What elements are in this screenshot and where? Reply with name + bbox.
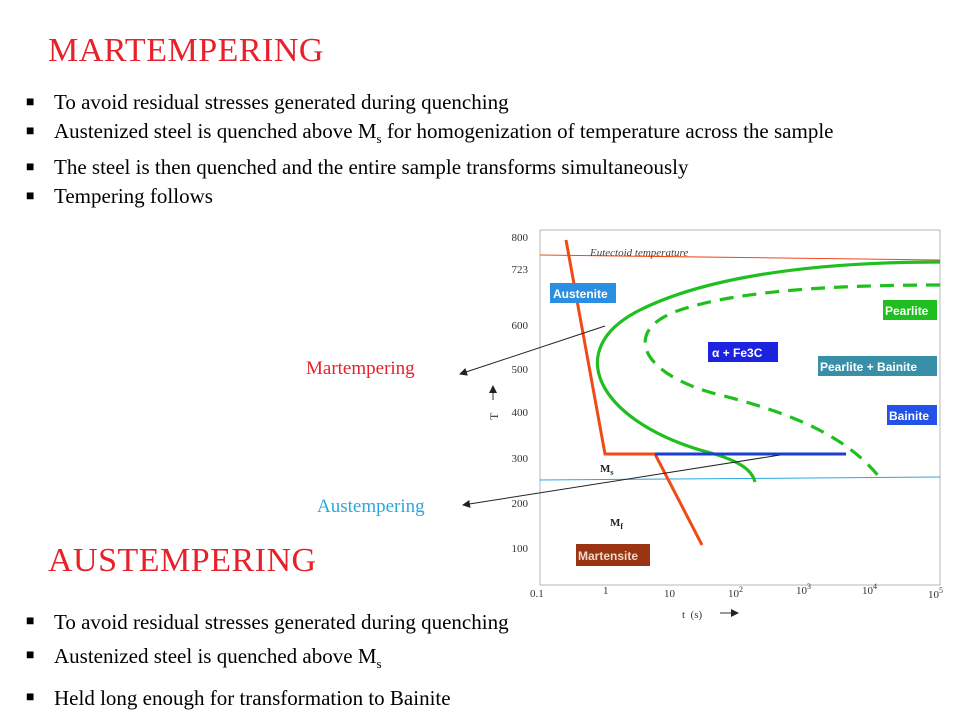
region-austenite-label: Austenite — [553, 287, 608, 301]
austempering-pointer-line — [462, 454, 781, 508]
y-tick-label: 500 — [512, 364, 529, 376]
bullet-item: ■ To avoid residual stresses generated du… — [22, 605, 722, 639]
quench-path-line — [564, 239, 655, 456]
region-alpha-fe3c-label: α + Fe3C — [712, 346, 763, 360]
martempering-bullet-list: ■ To avoid residual stresses generated du… — [22, 88, 942, 211]
x-tick-labels: 0.1 1 10 102 103 104 105 — [530, 582, 943, 601]
y-tick-label: 800 — [512, 232, 529, 244]
y-tick-label: 723 — [512, 264, 529, 276]
y-axis-label: T — [487, 385, 501, 420]
region-pearlite-bainite: Pearlite + Bainite — [818, 356, 937, 376]
austempering-side-label: Austempering — [317, 496, 425, 517]
region-bainite: Bainite — [887, 405, 937, 425]
region-austenite: Austenite — [550, 283, 616, 303]
transformation-finish-curve — [643, 283, 941, 479]
bullet-item: ■ Austenized steel is quenched above Ms — [22, 639, 722, 681]
y-tick-label: 400 — [512, 407, 529, 419]
mf-label: Mf — [610, 517, 623, 531]
bullet-item: ■ To avoid residual stresses generated du… — [22, 88, 942, 117]
region-pearlite-bainite-label: Pearlite + Bainite — [820, 360, 917, 374]
ms-temperature-line — [539, 476, 941, 481]
region-bainite-label: Bainite — [889, 409, 929, 423]
y-tick-labels: 800 723 600 500 400 300 200 100 — [512, 232, 529, 555]
square-bullet-icon: ■ — [26, 160, 35, 176]
y-axis-label-text: T — [487, 412, 501, 420]
bullet-item: ■ Held long enough for transformation to … — [22, 681, 722, 715]
square-bullet-icon: ■ — [26, 648, 35, 663]
ms-label: Ms — [600, 463, 614, 477]
region-pearlite-label: Pearlite — [885, 304, 929, 318]
y-tick-label: 300 — [512, 453, 529, 465]
bullet-item: ■ The steel is then quenched and the enti… — [22, 153, 942, 182]
austempering-title: AUSTEMPERING — [48, 542, 317, 579]
x-tick-label: 105 — [928, 586, 943, 601]
plot-frame — [539, 229, 941, 586]
x-tick-label: 10 — [664, 588, 676, 600]
austempering-bullet-list: ■ To avoid residual stresses generated du… — [22, 605, 722, 715]
square-bullet-icon: ■ — [26, 690, 35, 706]
final-quench-line — [653, 453, 704, 546]
eutectoid-temperature-line — [539, 254, 941, 261]
bullet-item: ■ Tempering follows — [22, 182, 942, 211]
martempering-pointer-line — [459, 325, 606, 376]
bullet-item: ■ Austenized steel is quenched above Ms f… — [26, 119, 834, 147]
x-tick-label: 0.1 — [530, 588, 544, 600]
martempering-side-label: Martempering — [306, 358, 415, 379]
square-bullet-icon: ■ — [26, 95, 35, 110]
eutectoid-temperature-label: Eutectoid temperature — [589, 247, 688, 259]
square-bullet-icon: ■ — [26, 124, 35, 139]
square-bullet-icon: ■ — [26, 614, 35, 629]
region-martensite: Martensite — [576, 544, 650, 566]
y-tick-label: 200 — [512, 498, 529, 510]
y-tick-label: 100 — [512, 543, 529, 555]
region-martensite-label: Martensite — [578, 549, 638, 563]
transformation-start-curve — [595, 260, 941, 483]
x-tick-label: 1 — [603, 585, 609, 597]
x-tick-label: 104 — [862, 582, 877, 597]
x-tick-label: 102 — [728, 585, 743, 600]
y-tick-label: 600 — [512, 320, 529, 332]
x-tick-label: 103 — [796, 582, 811, 597]
square-bullet-icon: ■ — [26, 189, 35, 205]
region-pearlite: Pearlite — [883, 300, 937, 320]
martempering-title: MARTEMPERING — [48, 32, 324, 69]
region-alpha-fe3c: α + Fe3C — [708, 342, 778, 362]
